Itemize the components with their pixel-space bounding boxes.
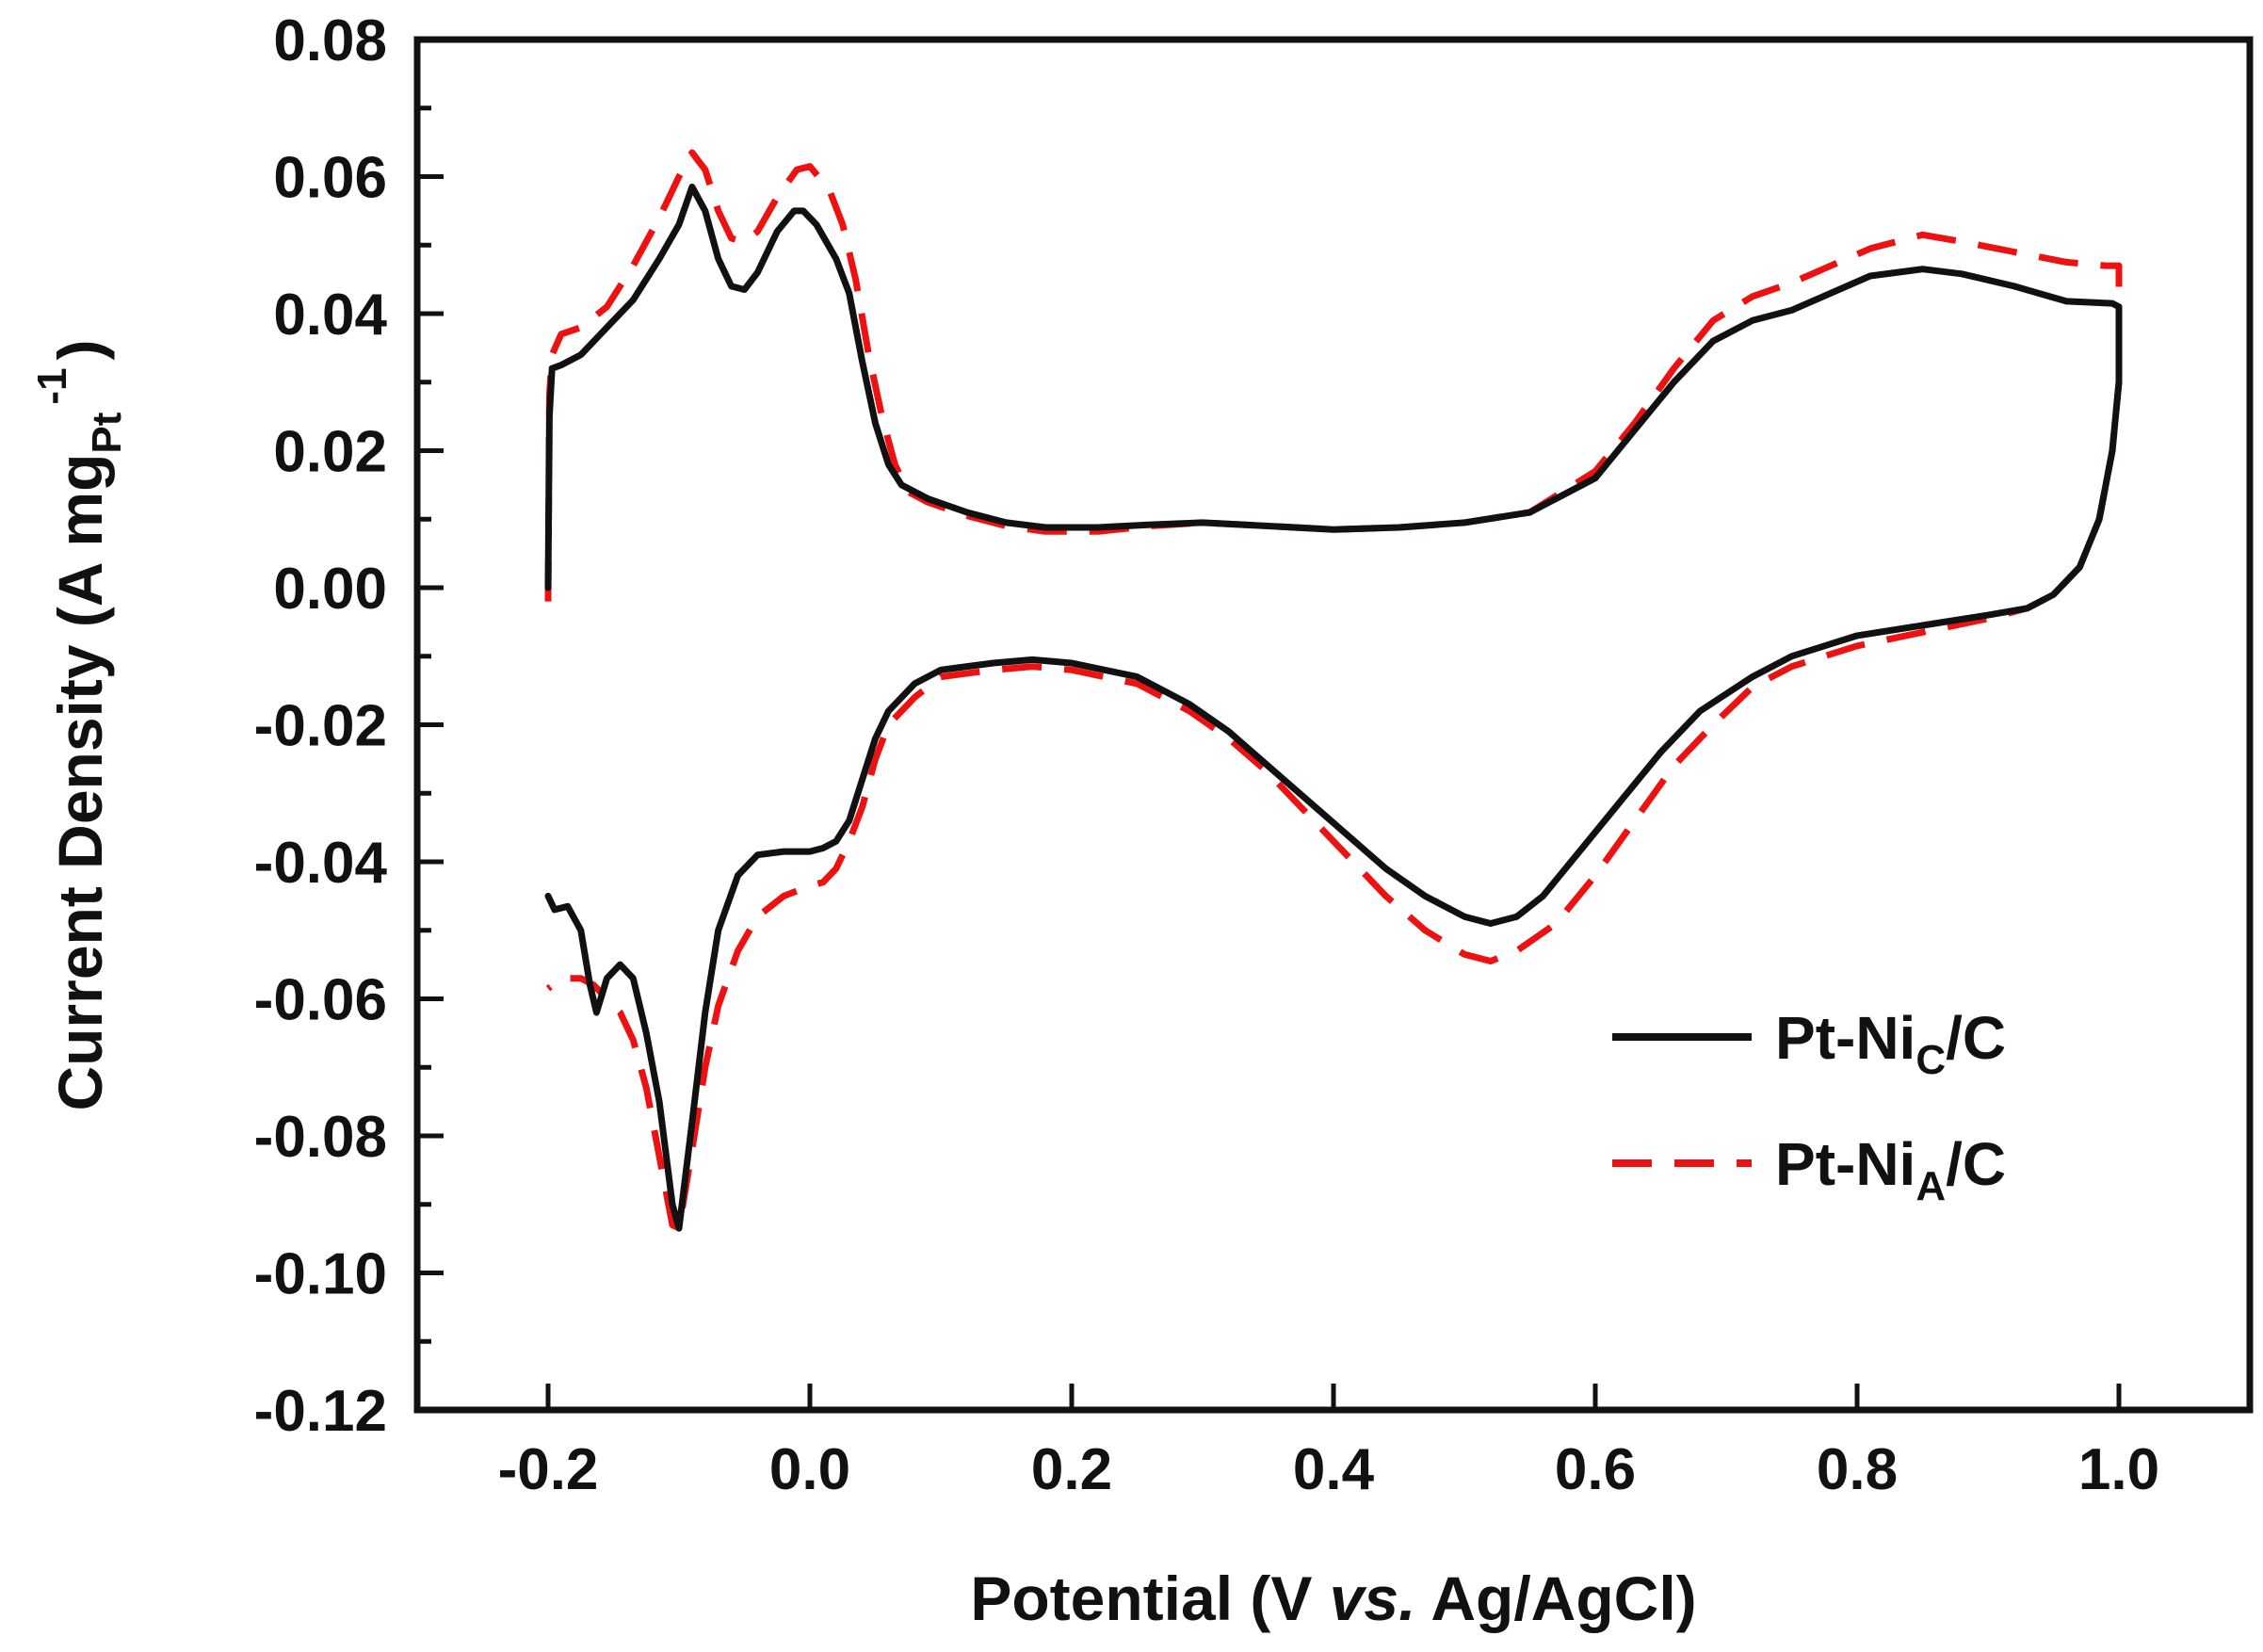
x-tick-label: 0.4 — [1293, 1437, 1375, 1502]
y-axis-title-suffix: ) — [45, 339, 115, 360]
legend-label-pt-nic: Pt-NiC/C — [1775, 1004, 2006, 1083]
legend-label-suffix: /C — [1946, 1130, 2006, 1198]
x-axis-title-italic: vs. — [1330, 1563, 1416, 1633]
y-tick-label: -0.06 — [254, 968, 387, 1033]
x-tick-label: 0.6 — [1555, 1437, 1636, 1502]
y-tick-label: 0.08 — [273, 8, 387, 73]
y-tick-label: -0.12 — [254, 1379, 387, 1444]
x-axis-title-suffix: Ag/AgCl) — [1415, 1563, 1696, 1633]
plot-frame — [413, 36, 2254, 1414]
y-tick-label: 0.06 — [273, 146, 387, 211]
y-tick-label: -0.02 — [254, 694, 387, 759]
legend-entry-pt-nia: Pt-NiA/C — [1612, 1130, 2006, 1209]
legend-label-suffix: /C — [1946, 1004, 2006, 1072]
x-tick-label: 0.0 — [769, 1437, 850, 1502]
legend-label-sub: C — [1915, 1037, 1946, 1083]
legend: Pt-NiC/C Pt-NiA/C — [1612, 1004, 2006, 1209]
legend-label-pt-nia: Pt-NiA/C — [1775, 1130, 2006, 1209]
y-tick-label: -0.08 — [254, 1105, 387, 1170]
y-axis-title: Current Density (A mgPt-1) — [29, 339, 130, 1110]
y-tick-label: 0.00 — [273, 557, 387, 622]
x-tick-label: 0.2 — [1031, 1437, 1112, 1502]
x-tick-label: 0.8 — [1817, 1437, 1898, 1502]
y-tick-label: -0.04 — [254, 831, 388, 896]
legend-entry-pt-nic: Pt-NiC/C — [1612, 1004, 2006, 1083]
x-tick-label: -0.2 — [498, 1437, 599, 1502]
y-tick-label: 0.04 — [273, 283, 387, 348]
x-axis-title-prefix: Potential (V — [970, 1563, 1329, 1633]
legend-label-main: Pt-Ni — [1775, 1004, 1915, 1072]
axis-ticks: -0.2 0.0 0.2 0.4 0.6 0.8 1.0 0.08 0.06 0.04 0.02 0.… — [254, 8, 2159, 1502]
x-axis-title: Potential (V vs. Ag/AgCl) — [970, 1563, 1696, 1633]
y-tick-label: 0.02 — [273, 420, 387, 485]
legend-label-sub: A — [1915, 1163, 1946, 1209]
y-axis-title-sub: Pt — [84, 412, 130, 453]
series-pt-nic-curve — [544, 183, 2123, 1232]
y-axis-title-prefix: Current Density (A mg — [45, 454, 115, 1111]
y-tick-label: -0.10 — [254, 1242, 387, 1307]
legend-label-main: Pt-Ni — [1775, 1130, 1915, 1198]
y-axis-title-sup: -1 — [29, 367, 75, 404]
x-tick-label: 1.0 — [2078, 1437, 2159, 1502]
series-layer — [544, 149, 2123, 1232]
